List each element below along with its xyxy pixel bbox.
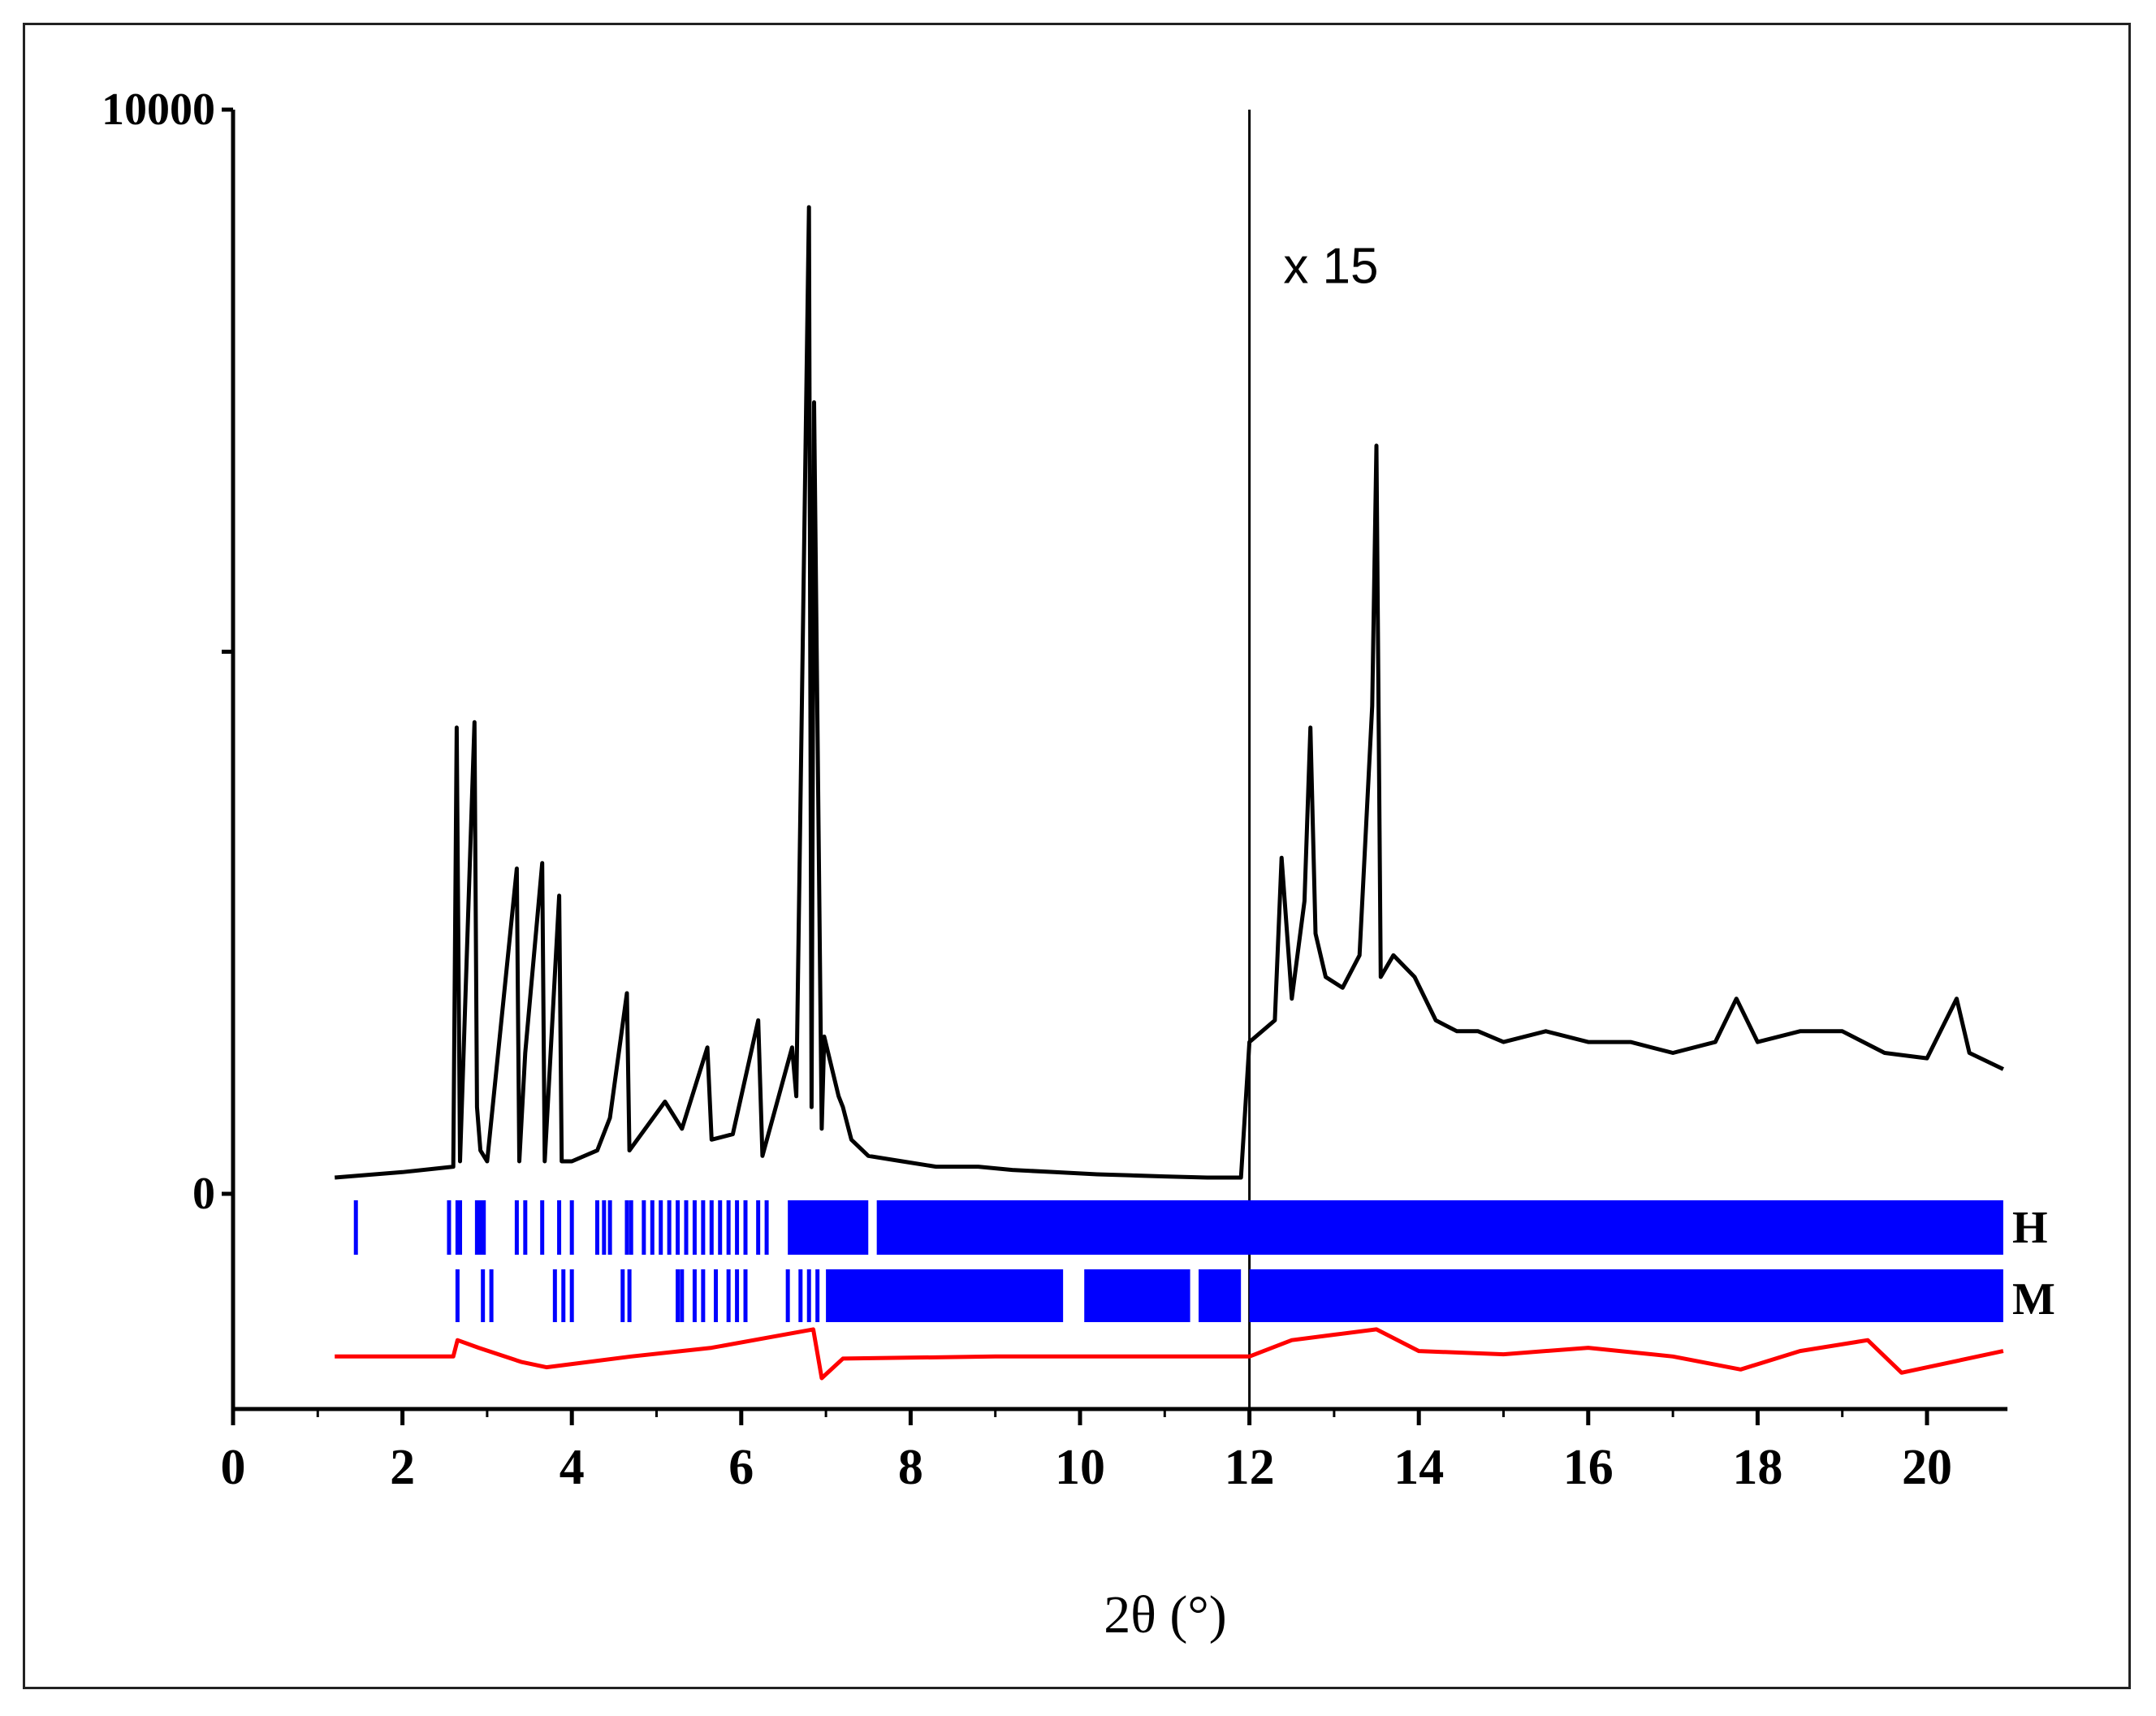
chart-frame	[23, 23, 2131, 1689]
x-tick-label: 16	[1563, 1440, 1614, 1495]
x-tick-label: 2	[390, 1440, 415, 1495]
x-tick-label: 4	[560, 1440, 585, 1495]
reflection-row-label: H	[2012, 1203, 2048, 1253]
x-tick-label: 6	[728, 1440, 754, 1495]
label-group: x 15 HM	[1283, 239, 2055, 1325]
x-tick-label: 0	[221, 1440, 246, 1495]
x-tick-label: 18	[1732, 1440, 1782, 1495]
reflection-block	[826, 1269, 1064, 1322]
x-axis-title: 2θ (°)	[1104, 1585, 1226, 1645]
reflection-tick-rows	[353, 1200, 2003, 1322]
reflection-block	[1199, 1269, 1242, 1322]
x-tick-label: 12	[1225, 1440, 1275, 1495]
reflection-block	[1249, 1269, 2003, 1322]
y-tick-label: 0	[192, 1169, 215, 1219]
x-tick-label: 20	[1902, 1440, 1952, 1495]
x-tick-label: 14	[1393, 1440, 1444, 1495]
observed-series-line	[334, 205, 2004, 1180]
difference-series-line	[335, 1327, 2004, 1381]
series-group	[334, 205, 2004, 1381]
x-tick-label: 10	[1055, 1440, 1105, 1495]
reflection-row-label: M	[2012, 1274, 2055, 1325]
reflection-block	[788, 1200, 869, 1255]
scale-annotation: x 15	[1283, 239, 1378, 295]
x-tick-label: 8	[898, 1440, 923, 1495]
axes: 0 10000 0 2 4 6 8 10 12 14 16 18 20 2θ (°)	[102, 84, 2008, 1645]
y-tick-label: 10000	[102, 84, 215, 135]
reflection-block	[876, 1200, 2003, 1255]
reflection-block	[1084, 1269, 1190, 1322]
